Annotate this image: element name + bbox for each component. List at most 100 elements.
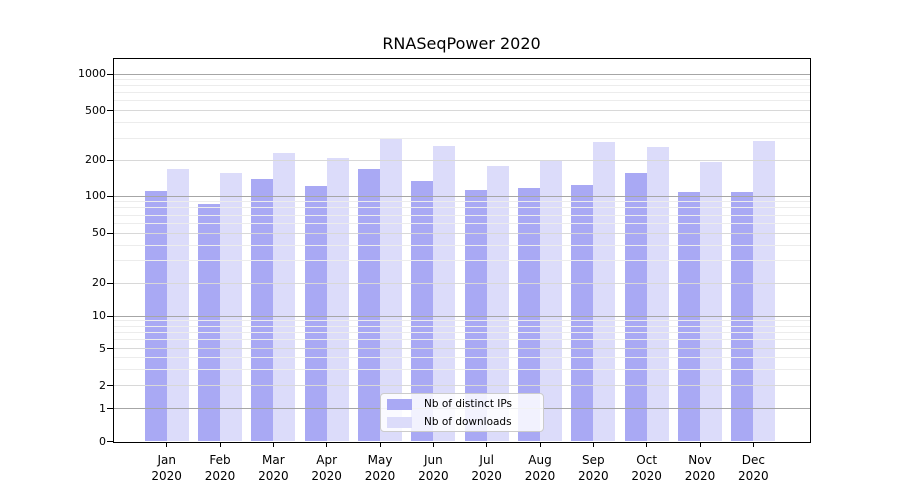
y-tick-mark-1: [107, 408, 113, 409]
gridline-minor-600: [113, 100, 810, 102]
gridline-minor-80: [113, 207, 810, 209]
gridline-minor-900: [113, 79, 810, 81]
x-tick-year: 2020: [204, 468, 236, 483]
x-tick-label-apr: Apr 2020: [297, 453, 357, 484]
x-tick-year: 2020: [631, 468, 662, 483]
bar-downloads-jun: [433, 146, 456, 442]
gridline-minor-9: [113, 320, 810, 322]
legend: Nb of distinct IPs Nb of downloads: [380, 393, 544, 432]
x-tick-year: 2020: [151, 468, 182, 483]
x-tick-mark-jan: [166, 442, 168, 447]
x-tick-month: Jul: [479, 453, 494, 467]
x-tick-label-nov: Nov 2020: [670, 453, 730, 484]
y-tick-mark-200: [107, 159, 113, 161]
x-tick-month: Sep: [582, 453, 605, 467]
y-tick-mark-500: [107, 110, 113, 111]
gridline-minor-700: [113, 92, 810, 94]
chart-title: RNASeqPower 2020: [382, 34, 541, 53]
bar-downloads-oct: [646, 147, 669, 442]
x-tick-mark-feb: [219, 442, 221, 447]
bar-distinct-ips-mar: [251, 179, 274, 442]
bar-distinct-ips-aug: [518, 187, 540, 442]
bar-downloads-nov: [700, 162, 722, 442]
bar-distinct-ips-dec: [731, 192, 754, 442]
y-tick-label-5: 5: [99, 341, 106, 355]
x-tick-year: 2020: [418, 468, 449, 483]
x-tick-month: Mar: [262, 453, 285, 467]
x-tick-year: 2020: [364, 468, 396, 483]
x-tick-label-jul: Jul 2020: [457, 453, 517, 484]
x-tick-month: Nov: [688, 453, 712, 467]
y-tick-label-1000: 1000: [78, 67, 106, 80]
x-tick-mark-dec: [752, 442, 754, 447]
y-tick-mark-10: [107, 315, 113, 317]
top-spine: [112, 57, 811, 59]
x-tick-month: Jun: [423, 453, 443, 467]
y-tick-mark-50: [107, 232, 113, 234]
bar-distinct-ips-oct: [624, 172, 647, 442]
x-tick-mark-jul: [486, 442, 488, 447]
bar-distinct-ips-apr: [304, 186, 327, 442]
y-tick-label-20: 20: [92, 276, 106, 289]
gridline-minor-6: [113, 339, 810, 341]
x-tick-month: Feb: [209, 453, 231, 467]
x-tick-year: 2020: [311, 468, 342, 483]
x-tick-year: 2020: [684, 468, 716, 483]
x-tick-mark-nov: [699, 442, 701, 447]
bar-downloads-apr: [326, 158, 349, 442]
plot-area: [113, 58, 810, 442]
bar-distinct-ips-jun: [411, 180, 434, 442]
x-tick-month: Apr: [316, 453, 338, 467]
y-tick-label-10: 10: [92, 309, 106, 322]
x-tick-mark-mar: [272, 442, 274, 447]
gridline-minor-300: [113, 137, 810, 139]
x-axis-line: [112, 441, 811, 443]
x-tick-month: May: [367, 453, 393, 467]
bar-distinct-ips-sep: [571, 184, 594, 442]
gridline-minor-30: [113, 260, 810, 262]
gridline-50: [113, 232, 810, 234]
x-tick-year: 2020: [738, 468, 769, 483]
y-tick-label-200: 200: [85, 153, 106, 166]
y-tick-label-0: 0: [99, 434, 106, 448]
bar-downloads-jul: [486, 166, 509, 442]
x-tick-year: 2020: [258, 468, 289, 483]
bar-downloads-jan: [166, 169, 189, 442]
bar-downloads-dec: [753, 141, 776, 442]
gridline-10: [113, 315, 810, 317]
y-tick-mark-1000: [107, 73, 113, 75]
x-tick-label-mar: Mar 2020: [243, 453, 303, 484]
gridline-minor-4: [113, 357, 810, 358]
y-tick-label-2: 2: [99, 378, 106, 392]
gridline-1000: [113, 73, 810, 75]
legend-swatch-downloads: [387, 417, 412, 428]
gridline-minor-7: [113, 332, 810, 334]
gridline-20: [113, 282, 810, 284]
x-tick-month: Jan: [157, 453, 176, 467]
gridline-minor-60: [113, 222, 810, 224]
x-tick-year: 2020: [578, 468, 609, 483]
y-tick-mark-0: [107, 441, 113, 442]
y-tick-mark-100: [107, 195, 113, 197]
x-tick-mark-aug: [539, 442, 541, 447]
x-tick-label-oct: Oct 2020: [617, 453, 677, 484]
legend-label-distinct-ips: Nb of distinct IPs: [424, 398, 512, 410]
gridline-200: [113, 159, 810, 161]
gridline-minor-400: [113, 122, 810, 124]
x-tick-label-jun: Jun 2020: [403, 453, 463, 484]
x-tick-mark-may: [379, 442, 381, 447]
y-axis-line: [112, 57, 114, 443]
x-tick-label-feb: Feb 2020: [190, 453, 250, 484]
gridline-5: [113, 348, 810, 349]
x-tick-mark-jun: [432, 442, 434, 447]
x-tick-month: Dec: [741, 453, 765, 467]
y-tick-label-100: 100: [85, 189, 106, 202]
gridline-100: [113, 195, 810, 197]
x-tick-label-may: May 2020: [350, 453, 410, 484]
x-tick-mark-sep: [592, 442, 594, 447]
bar-downloads-aug: [540, 161, 562, 442]
gridline-minor-70: [113, 214, 810, 216]
bar-distinct-ips-may: [358, 169, 381, 442]
bar-downloads-feb: [220, 172, 243, 442]
y-tick-mark-2: [107, 385, 113, 386]
